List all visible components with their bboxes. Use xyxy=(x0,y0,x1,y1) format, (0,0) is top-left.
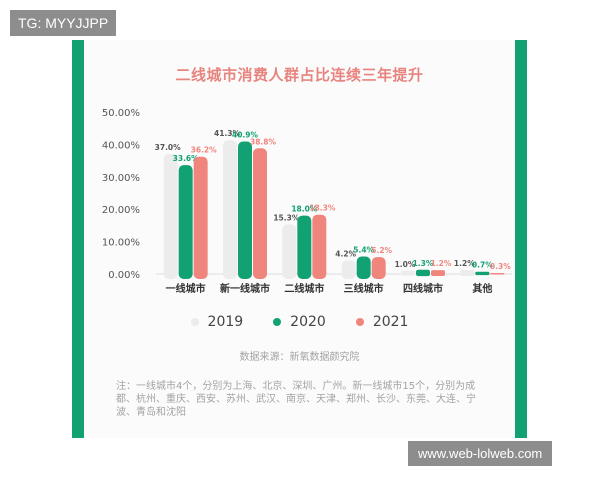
data-label: 18.3% xyxy=(309,204,336,213)
data-label: 37.0% xyxy=(155,143,182,152)
bar-2021 xyxy=(193,156,208,279)
y-tick-label: 0.00% xyxy=(108,270,140,281)
legend-swatch xyxy=(273,318,282,326)
x-tick-label: 一线城市 xyxy=(166,282,206,295)
data-label: 5.4% xyxy=(353,246,374,255)
chart-title: 二线城市消费人群占比连续三年提升 xyxy=(175,66,424,84)
y-tick-label: 40.00% xyxy=(102,140,140,151)
legend-item: 2020 xyxy=(273,314,326,330)
legend-swatch xyxy=(355,318,364,326)
bar-2019 xyxy=(341,260,356,279)
bar-2019 xyxy=(401,270,415,276)
data-label: 18.0% xyxy=(291,205,318,214)
data-source: 数据来源：新氧数据颜究院 xyxy=(239,352,360,363)
bar-2019 xyxy=(282,224,297,279)
data-label: 36.2% xyxy=(191,146,218,155)
bar-2020 xyxy=(416,269,430,277)
data-label: 33.6% xyxy=(173,154,200,163)
bar-2019 xyxy=(223,140,237,279)
legend-label: 2019 xyxy=(207,314,244,330)
bar-2020 xyxy=(297,215,312,279)
x-tick-label: 其他 xyxy=(472,282,492,295)
bar-2020 xyxy=(475,271,490,276)
data-label: 0.7% xyxy=(472,261,493,270)
bar-2021 xyxy=(371,257,386,279)
y-tick-label: 20.00% xyxy=(102,205,140,216)
data-label: 15.3% xyxy=(273,213,300,222)
footnote: 注：一线城市4个，分别为上海、北京、深圳、广州。新一线城市15个，分别为成都、杭… xyxy=(116,381,476,418)
bar-2021 xyxy=(312,214,327,279)
bar-2021 xyxy=(253,148,267,279)
y-tick-label: 50.00% xyxy=(102,108,140,119)
data-label: 4.2% xyxy=(335,249,356,258)
bar-2019 xyxy=(460,270,475,276)
data-label: 1.3% xyxy=(413,259,434,268)
x-tick-label: 二线城市 xyxy=(284,282,324,295)
watermark-top: TG: MYYJJPP xyxy=(10,10,117,36)
x-tick-label: 三线城市 xyxy=(344,282,384,295)
data-label: 41.3% xyxy=(214,129,241,138)
right-accent-stripe xyxy=(515,40,527,438)
legend-swatch xyxy=(190,318,199,326)
data-label: 1.2% xyxy=(454,259,475,268)
bar-2020 xyxy=(178,165,193,279)
data-label: 40.9% xyxy=(232,130,259,139)
y-tick-label: 30.00% xyxy=(102,173,140,184)
data-label: 0.3% xyxy=(490,262,511,271)
bar-2020 xyxy=(238,141,252,279)
bar-2020 xyxy=(356,256,371,279)
chart-legend: 2019 2020 2021 xyxy=(84,312,515,332)
data-label: 1.2% xyxy=(431,259,452,268)
bar-chart: 0.00% 10.00% 20.00% 30.00% 40.00% 50.00% 37.0%… xyxy=(102,108,512,295)
x-tick-label: 四线城市 xyxy=(403,282,443,295)
data-label: 5.2% xyxy=(371,246,392,255)
left-accent-stripe xyxy=(72,40,84,438)
legend-label: 2020 xyxy=(290,314,326,330)
data-label: 1.0% xyxy=(395,260,416,269)
watermark-bottom: www.web-lolweb.com xyxy=(408,441,553,466)
legend-item: 2019 xyxy=(190,314,244,330)
bar-2019 xyxy=(163,154,178,279)
bar-2021 xyxy=(431,270,445,276)
x-tick-label: 新一线城市 xyxy=(220,282,270,295)
legend-label: 2021 xyxy=(372,314,409,330)
data-label: 38.8% xyxy=(250,137,277,146)
legend-item: 2021 xyxy=(355,314,409,330)
y-tick-label: 10.00% xyxy=(102,238,140,249)
bar-2021 xyxy=(490,273,505,275)
